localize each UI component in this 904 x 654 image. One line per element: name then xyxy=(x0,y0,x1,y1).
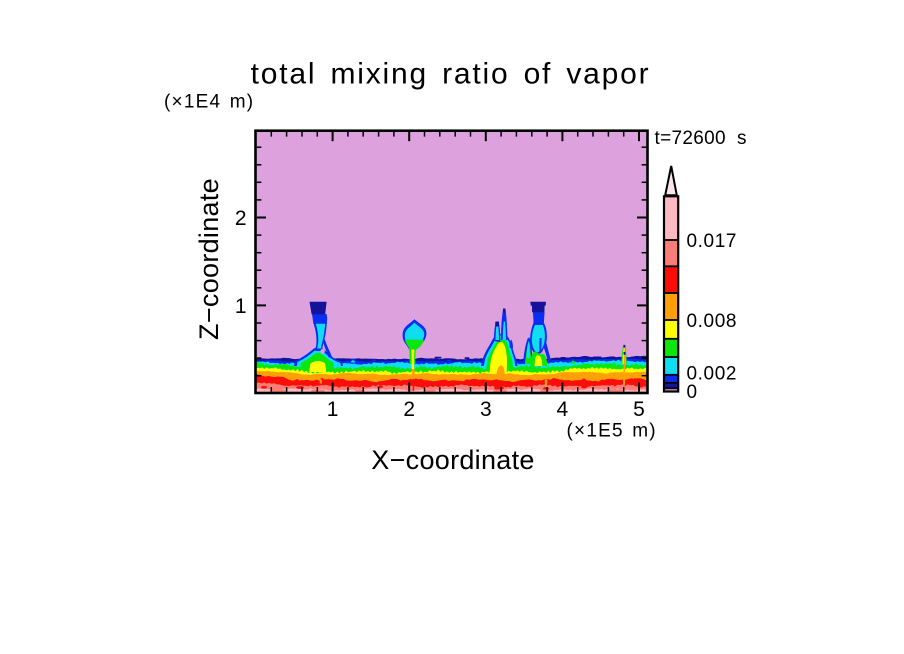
svg-text:0.002: 0.002 xyxy=(687,363,738,384)
svg-text:4: 4 xyxy=(557,398,569,421)
svg-text:3: 3 xyxy=(480,398,492,421)
svg-text:t=72600 s: t=72600 s xyxy=(655,128,747,149)
svg-text:1: 1 xyxy=(327,398,339,421)
svg-text:Z−coordinate: Z−coordinate xyxy=(194,178,224,340)
svg-text:(×1E5 m): (×1E5 m) xyxy=(567,421,657,442)
svg-text:0.017: 0.017 xyxy=(687,231,738,252)
svg-text:0.008: 0.008 xyxy=(687,311,738,332)
svg-text:2: 2 xyxy=(235,207,247,230)
svg-text:1: 1 xyxy=(235,295,247,318)
svg-text:0: 0 xyxy=(687,382,698,403)
svg-text:5: 5 xyxy=(633,398,645,421)
svg-text:total mixing ratio of vapor: total mixing ratio of vapor xyxy=(251,58,651,91)
svg-text:2: 2 xyxy=(403,398,415,421)
svg-text:X−coordinate: X−coordinate xyxy=(371,445,534,475)
svg-text:(×1E4 m): (×1E4 m) xyxy=(164,92,254,113)
